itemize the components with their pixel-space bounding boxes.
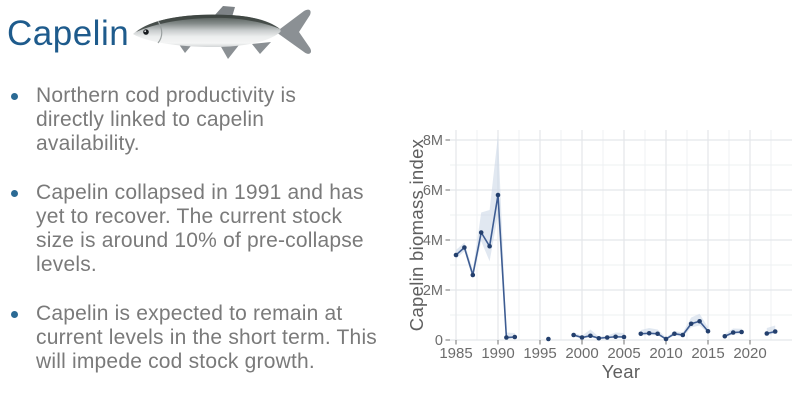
data-point (772, 329, 778, 334)
fish-tail-fin (276, 9, 312, 54)
data-point (571, 332, 576, 338)
x-tick-label: 2005 (607, 345, 640, 362)
data-point (697, 318, 702, 324)
data-point (504, 335, 509, 340)
bullet-dot-icon (11, 93, 18, 100)
data-points (453, 192, 778, 342)
capelin-fish-illustration (133, 6, 312, 59)
data-point (588, 333, 593, 339)
bullet-item: Capelin collapsed in 1991 and has yet to… (8, 181, 400, 277)
data-point (579, 335, 585, 340)
x-tick-label: 1985 (439, 345, 472, 362)
data-point (638, 331, 644, 337)
page-title: Capelin (7, 14, 130, 53)
bullet-text-outlook: Capelin is expected to remain at current… (36, 302, 378, 373)
data-point (596, 335, 602, 341)
bullet-text-collapse: Capelin collapsed in 1991 and has yet to… (36, 181, 364, 276)
x-axis-title: Year (601, 361, 641, 382)
data-point (655, 331, 660, 337)
x-tick-label: 1990 (481, 345, 514, 362)
bullet-dot-icon (11, 311, 18, 318)
bullet-list: Northern cod productivity is directly li… (8, 84, 400, 399)
y-tick-label: 0 (435, 333, 443, 349)
data-point (663, 336, 669, 342)
bullet-dot-icon (11, 190, 18, 197)
fish-gill-line (157, 20, 163, 44)
capelin-biomass-chart: 1985 1990 1995 2000 2005 2010 2015 2020 0 2M 4M 6M 8… (400, 100, 800, 400)
chart-axes: 1985 1990 1995 2000 2005 2010 2015 2020 0 2M 4M 6M 8… (423, 133, 767, 362)
y-axis-title: Capelin biomass index (406, 138, 427, 332)
data-point (613, 334, 618, 340)
data-point (764, 331, 770, 336)
data-point (462, 245, 467, 250)
data-point (722, 333, 728, 339)
chart-plot-area: 1985 1990 1995 2000 2005 2010 2015 2020 0 2M 4M 6M 8… (423, 130, 792, 362)
data-point (672, 331, 677, 337)
bullet-item: Northern cod productivity is directly li… (8, 84, 400, 156)
fish-back-stripe (136, 14, 280, 32)
bullet-text-cod-productivity: Northern cod productivity is directly li… (36, 84, 297, 155)
data-point (487, 243, 492, 249)
data-point (478, 230, 484, 235)
fish-pelvic-fin (220, 45, 239, 59)
data-point (604, 335, 610, 340)
fish-anal-fin (252, 42, 271, 54)
data-point (688, 321, 694, 327)
data-point (730, 330, 736, 335)
data-point (512, 334, 518, 340)
fish-body (133, 14, 281, 47)
data-point (495, 192, 501, 198)
x-tick-label: 1995 (523, 345, 556, 362)
data-point (680, 332, 686, 338)
x-tick-label: 2015 (691, 345, 724, 362)
x-tick-label: 2000 (565, 345, 598, 362)
y-tick-label: 2M (423, 283, 443, 299)
chart-grid (450, 130, 792, 341)
confidence-band (456, 135, 776, 340)
y-tick-label: 4M (423, 233, 443, 249)
data-point (453, 252, 459, 258)
bullet-item: Capelin is expected to remain at current… (8, 302, 400, 374)
fish-eye-highlight (144, 30, 147, 33)
data-point (739, 329, 744, 335)
data-point (546, 336, 551, 342)
biomass-line (455, 194, 776, 340)
data-point (705, 328, 711, 334)
fish-eye (143, 29, 149, 35)
y-tick-label: 8M (423, 133, 443, 149)
fish-dorsal-fin (214, 6, 235, 17)
y-tick-label: 6M (423, 183, 443, 199)
data-point (646, 330, 652, 336)
data-point (621, 334, 627, 340)
data-point (470, 272, 476, 278)
x-tick-label: 2010 (649, 345, 682, 362)
x-tick-label: 2020 (733, 345, 766, 362)
